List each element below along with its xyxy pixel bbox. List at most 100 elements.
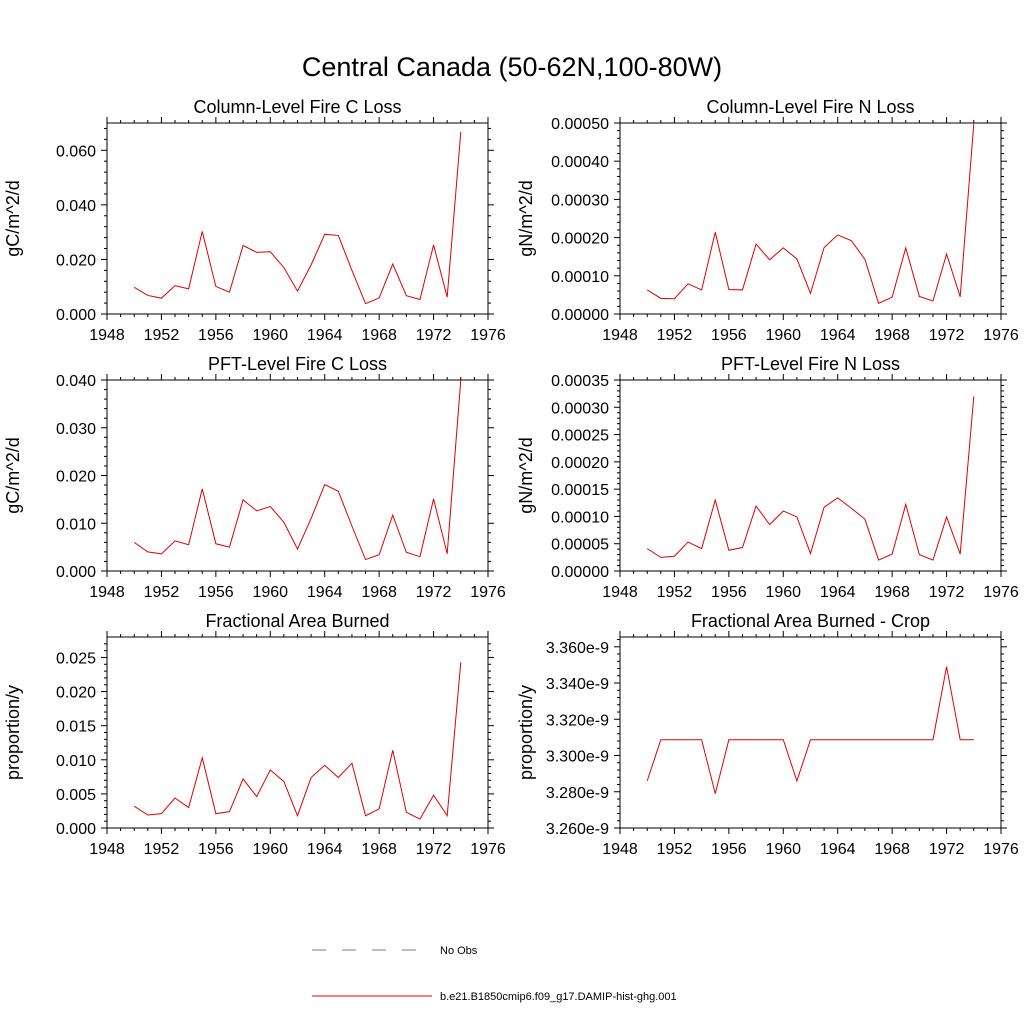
y-tick-label: 3.360e-9 xyxy=(546,640,609,657)
y-tick-label: 0.025 xyxy=(56,650,96,667)
y-tick-label: 0.00010 xyxy=(551,269,609,286)
y-axis-label: gC/m^2/d xyxy=(3,437,23,513)
y-tick-label: 0.00010 xyxy=(551,509,609,526)
y-tick-label: 0.020 xyxy=(56,252,96,269)
panel-title: Fractional Area Burned - Crop xyxy=(691,611,930,631)
x-tick-label: 1972 xyxy=(929,841,965,858)
panel-title: Column-Level Fire C Loss xyxy=(193,97,401,117)
x-tick-label: 1952 xyxy=(657,841,693,858)
y-tick-label: 0.00000 xyxy=(551,564,609,581)
x-tick-label: 1956 xyxy=(198,584,234,601)
y-tick-label: 0.020 xyxy=(56,469,96,486)
plot-frame xyxy=(619,636,1002,829)
x-tick-label: 1956 xyxy=(198,841,234,858)
panel-title: PFT-Level Fire C Loss xyxy=(208,354,387,374)
x-tick-label: 1948 xyxy=(89,841,125,858)
y-tick-label: 0.00035 xyxy=(551,373,609,390)
x-tick-label: 1960 xyxy=(252,841,288,858)
y-tick-label: 0.00000 xyxy=(551,307,609,324)
x-tick-label: 1948 xyxy=(602,584,638,601)
x-tick-label: 1964 xyxy=(307,327,343,344)
x-tick-label: 1960 xyxy=(765,841,801,858)
y-tick-label: 0.00025 xyxy=(551,428,609,445)
x-tick-label: 1948 xyxy=(89,584,125,601)
y-axis-label: gN/m^2/d xyxy=(516,180,536,256)
plot-frame xyxy=(619,122,1002,315)
x-tick-label: 1960 xyxy=(252,327,288,344)
panel-pft-fire-c-loss: PFT-Level Fire C Loss gC/m^2/d 1948 1952 195… xyxy=(3,354,506,601)
series-line xyxy=(646,396,975,561)
y-axis-label: gC/m^2/d xyxy=(3,180,23,256)
plot-frame xyxy=(106,379,489,572)
panel-column-fire-c-loss: Column-Level Fire C Loss gC/m^2/d 1948 1952… xyxy=(3,97,506,344)
plot-frame xyxy=(106,122,489,315)
y-axis-label: proportion/y xyxy=(3,685,23,780)
x-tick-label: 1976 xyxy=(470,327,506,344)
x-tick-label: 1952 xyxy=(144,327,180,344)
y-tick-label: 3.320e-9 xyxy=(546,712,609,729)
x-tick-label: 1952 xyxy=(657,327,693,344)
x-tick-label: 1948 xyxy=(89,327,125,344)
y-tick-label: 0.020 xyxy=(56,685,96,702)
panel-title: Column-Level Fire N Loss xyxy=(706,97,914,117)
x-tick-label: 1972 xyxy=(929,584,965,601)
x-tick-label: 1976 xyxy=(983,327,1019,344)
x-tick-label: 1968 xyxy=(361,841,397,858)
y-axis-label: proportion/y xyxy=(516,685,536,780)
x-tick-label: 1968 xyxy=(874,327,910,344)
y-tick-label: 0.040 xyxy=(56,373,96,390)
y-tick-label: 0.010 xyxy=(56,516,96,533)
x-tick-label: 1964 xyxy=(307,584,343,601)
x-tick-label: 1972 xyxy=(416,841,452,858)
y-tick-label: 3.280e-9 xyxy=(546,785,609,802)
x-tick-label: 1952 xyxy=(144,841,180,858)
series-line xyxy=(133,131,462,305)
x-tick-label: 1968 xyxy=(361,584,397,601)
y-tick-label: 0.00020 xyxy=(551,231,609,248)
plot-frame xyxy=(619,379,1002,572)
x-tick-label: 1976 xyxy=(983,584,1019,601)
y-tick-label: 0.005 xyxy=(56,787,96,804)
legend: No Obs b.e21.B1850cmip6.f09_g17.DAMIP-hi… xyxy=(312,945,677,1003)
x-tick-label: 1968 xyxy=(874,584,910,601)
x-tick-label: 1960 xyxy=(252,584,288,601)
y-tick-label: 0.00030 xyxy=(551,192,609,209)
panel-column-fire-n-loss: Column-Level Fire N Loss gN/m^2/d 1948 1952… xyxy=(516,97,1019,344)
x-tick-label: 1952 xyxy=(657,584,693,601)
y-tick-label: 0.00050 xyxy=(551,116,609,133)
x-tick-label: 1952 xyxy=(144,584,180,601)
y-tick-label: 3.340e-9 xyxy=(546,676,609,693)
y-tick-label: 0.010 xyxy=(56,753,96,770)
x-tick-label: 1968 xyxy=(874,841,910,858)
x-tick-label: 1948 xyxy=(602,841,638,858)
series-line xyxy=(646,666,974,794)
y-tick-label: 0.00005 xyxy=(551,537,609,554)
panel-fractional-area-burned-crop: Fractional Area Burned - Crop proportion/… xyxy=(516,611,1019,858)
x-tick-label: 1948 xyxy=(602,327,638,344)
y-tick-label: 0.00020 xyxy=(551,455,609,472)
y-tick-label: 0.030 xyxy=(56,421,96,438)
y-tick-label: 0.000 xyxy=(56,307,96,324)
x-tick-label: 1972 xyxy=(929,327,965,344)
x-tick-label: 1964 xyxy=(820,327,856,344)
y-tick-label: 0.00015 xyxy=(551,482,609,499)
series-line xyxy=(133,379,462,561)
legend-label-model: b.e21.B1850cmip6.f09_g17.DAMIP-hist-ghg.… xyxy=(440,991,677,1003)
x-tick-label: 1964 xyxy=(820,584,856,601)
x-tick-label: 1964 xyxy=(307,841,343,858)
x-tick-label: 1956 xyxy=(198,327,234,344)
y-tick-label: 0.00030 xyxy=(551,400,609,417)
y-tick-label: 0.000 xyxy=(56,821,96,838)
panel-pft-fire-n-loss: PFT-Level Fire N Loss gN/m^2/d 1948 1952 195… xyxy=(516,354,1019,601)
x-tick-label: 1956 xyxy=(711,584,747,601)
y-tick-label: 0.060 xyxy=(56,143,96,160)
x-tick-label: 1956 xyxy=(711,327,747,344)
figure-title: Central Canada (50-62N,100-80W) xyxy=(302,52,722,82)
panel-title: Fractional Area Burned xyxy=(205,611,389,631)
x-tick-label: 1976 xyxy=(470,584,506,601)
series-line xyxy=(646,123,975,304)
x-tick-label: 1972 xyxy=(416,327,452,344)
x-tick-label: 1968 xyxy=(361,327,397,344)
y-axis-label: gN/m^2/d xyxy=(516,437,536,513)
